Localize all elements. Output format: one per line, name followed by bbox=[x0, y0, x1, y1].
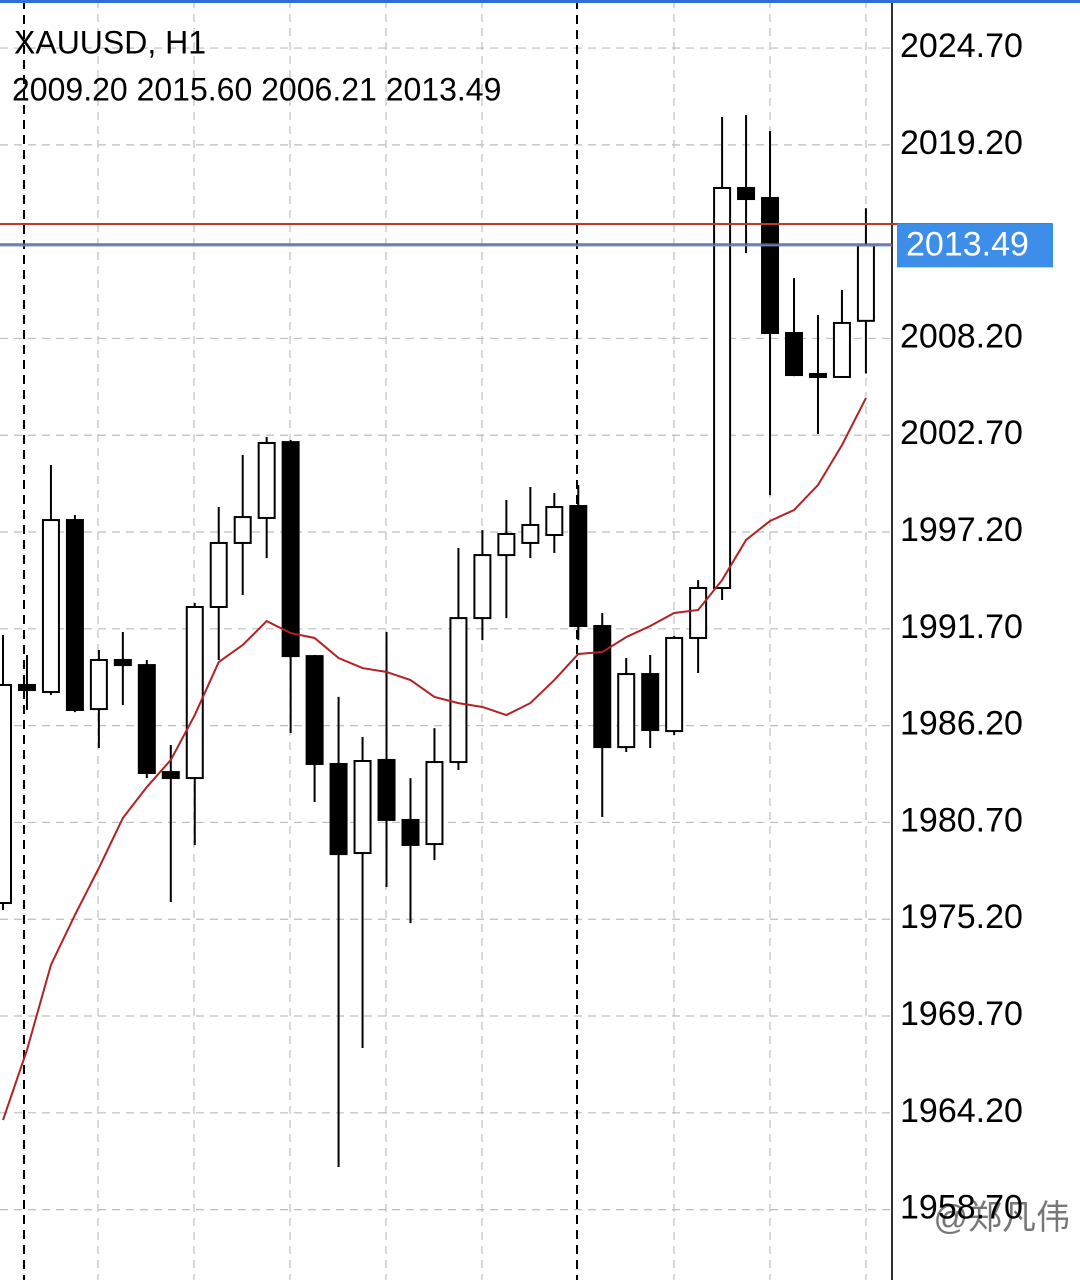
candle-body bbox=[137, 664, 156, 774]
candle-body bbox=[737, 186, 756, 201]
candle-body bbox=[401, 818, 420, 846]
candle-body bbox=[665, 636, 684, 733]
candle-body bbox=[329, 762, 348, 856]
candle-body bbox=[113, 658, 132, 667]
candle-body bbox=[761, 196, 780, 334]
candle-body bbox=[856, 244, 875, 322]
chart-title: XAUUSD, H1 bbox=[14, 24, 206, 60]
candle-body bbox=[377, 758, 396, 821]
candle-body bbox=[545, 506, 564, 537]
y-tick-label: 1986.20 bbox=[900, 705, 1023, 743]
grid bbox=[0, 0, 892, 1280]
watermark: @郑凡伟 bbox=[933, 1199, 1070, 1237]
candle-body bbox=[641, 673, 660, 732]
y-tick-label: 1991.70 bbox=[900, 608, 1023, 646]
price-label-box bbox=[897, 223, 1053, 268]
y-tick-label: 1969.70 bbox=[900, 995, 1023, 1033]
candle-body bbox=[305, 655, 324, 765]
price-label: 2013.49 bbox=[906, 225, 1029, 263]
candle-body bbox=[0, 683, 12, 905]
candle-body bbox=[497, 532, 516, 557]
plot-area bbox=[0, 115, 875, 1168]
candle-body bbox=[65, 519, 84, 711]
candle-body bbox=[473, 554, 492, 620]
candle-body bbox=[161, 771, 180, 780]
candle-body bbox=[521, 523, 540, 544]
candle-body bbox=[257, 441, 276, 519]
y-tick-label: 2002.70 bbox=[900, 414, 1023, 452]
candle-body bbox=[785, 331, 804, 377]
y-tick-label: 1975.20 bbox=[900, 898, 1023, 936]
candle-body bbox=[617, 673, 636, 749]
candle-body bbox=[808, 372, 827, 378]
y-tick-label: 1997.20 bbox=[900, 511, 1023, 549]
candle-body bbox=[353, 759, 372, 855]
candle-body bbox=[713, 186, 732, 589]
candle-body bbox=[425, 761, 444, 846]
candle-body bbox=[832, 321, 851, 378]
candle-body bbox=[449, 617, 468, 764]
candle-body bbox=[185, 606, 204, 780]
candle-body bbox=[281, 441, 300, 658]
y-tick-label: 2024.70 bbox=[900, 27, 1023, 65]
candle-body bbox=[41, 519, 60, 694]
moving-average bbox=[2, 397, 867, 1121]
y-tick-label: 1964.20 bbox=[900, 1092, 1023, 1130]
candle-body bbox=[593, 625, 612, 749]
candle-body bbox=[209, 541, 228, 609]
y-tick-label: 1958.70 bbox=[900, 1189, 1023, 1227]
candle-body bbox=[569, 504, 588, 628]
candle-body bbox=[89, 658, 108, 711]
candle-body bbox=[17, 683, 36, 692]
candle-body bbox=[689, 586, 708, 639]
y-tick-label: 2019.20 bbox=[900, 124, 1023, 162]
candle-body bbox=[233, 516, 252, 544]
y-tick-label: 2008.20 bbox=[900, 317, 1023, 355]
y-tick-label: 1980.70 bbox=[900, 801, 1023, 839]
ohlc-info: 2009.20 2015.60 2006.21 2013.49 bbox=[12, 71, 501, 107]
